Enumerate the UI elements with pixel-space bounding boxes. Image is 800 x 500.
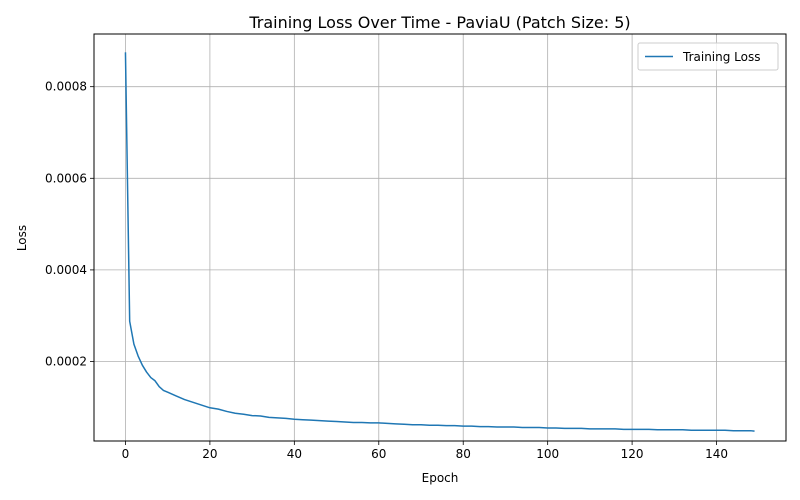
x-tick-label: 0 — [122, 447, 130, 461]
series-line-training-loss — [124, 52, 755, 432]
x-tick-label: 120 — [621, 447, 644, 461]
y-tick-label: 0.0002 — [45, 355, 87, 369]
x-tick-label: 60 — [371, 447, 386, 461]
plot-frame — [93, 33, 787, 442]
legend: Training Loss — [637, 42, 779, 71]
legend-label-training-loss: Training Loss — [682, 50, 760, 64]
x-axis-label: Epoch — [422, 471, 459, 485]
series-layer — [124, 52, 755, 432]
chart-title: Training Loss Over Time - PaviaU (Patch … — [248, 13, 630, 32]
y-tick-label: 0.0006 — [45, 171, 87, 185]
ticks: 0 20 40 60 80 100 120 140 0.0002 0.0004 0.0006 0.00… — [45, 80, 728, 461]
x-tick-label: 80 — [456, 447, 471, 461]
x-tick-label: 20 — [202, 447, 217, 461]
x-tick-label: 40 — [287, 447, 302, 461]
x-tick-label: 100 — [536, 447, 559, 461]
legend-box — [637, 42, 779, 71]
x-tick-label: 140 — [705, 447, 728, 461]
y-tick-label: 0.0008 — [45, 80, 87, 94]
y-axis-label: Loss — [15, 225, 29, 251]
y-tick-label: 0.0004 — [45, 263, 87, 277]
grid-lines — [94, 34, 786, 441]
